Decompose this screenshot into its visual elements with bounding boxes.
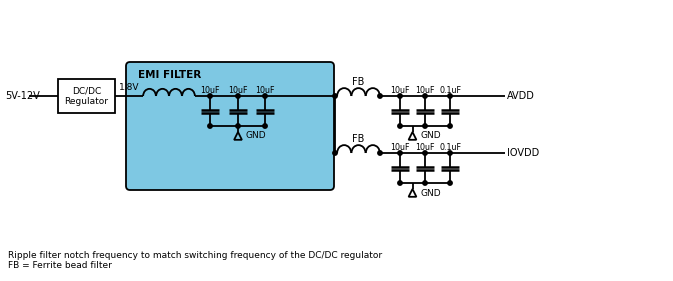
Circle shape bbox=[333, 94, 337, 98]
Text: 10uF: 10uF bbox=[390, 143, 410, 152]
Text: FB: FB bbox=[352, 134, 365, 144]
Circle shape bbox=[448, 181, 452, 185]
Text: GND: GND bbox=[421, 132, 441, 140]
Text: 0.1uF: 0.1uF bbox=[439, 143, 461, 152]
Circle shape bbox=[423, 124, 427, 128]
Text: 0.1uF: 0.1uF bbox=[439, 86, 461, 95]
Text: 10uF: 10uF bbox=[201, 86, 220, 95]
Text: 5V-12V: 5V-12V bbox=[5, 91, 40, 101]
Text: 1.8V: 1.8V bbox=[119, 83, 139, 92]
Text: 10uF: 10uF bbox=[415, 143, 435, 152]
Text: 10uF: 10uF bbox=[228, 86, 248, 95]
Circle shape bbox=[208, 94, 212, 98]
Circle shape bbox=[236, 124, 240, 128]
Circle shape bbox=[398, 151, 402, 155]
Circle shape bbox=[448, 94, 452, 98]
Circle shape bbox=[448, 124, 452, 128]
Text: FB = Ferrite bead filter: FB = Ferrite bead filter bbox=[8, 262, 112, 271]
Text: 10uF: 10uF bbox=[255, 86, 275, 95]
Circle shape bbox=[398, 94, 402, 98]
Circle shape bbox=[398, 181, 402, 185]
Circle shape bbox=[448, 151, 452, 155]
Text: GND: GND bbox=[421, 189, 441, 198]
Circle shape bbox=[208, 124, 212, 128]
Circle shape bbox=[378, 151, 382, 155]
Circle shape bbox=[262, 94, 267, 98]
FancyBboxPatch shape bbox=[58, 79, 115, 113]
Circle shape bbox=[333, 151, 337, 155]
FancyBboxPatch shape bbox=[126, 62, 334, 190]
Text: AVDD: AVDD bbox=[507, 91, 535, 101]
Text: 10uF: 10uF bbox=[415, 86, 435, 95]
Text: EMI FILTER: EMI FILTER bbox=[138, 70, 201, 80]
Circle shape bbox=[262, 124, 267, 128]
Circle shape bbox=[423, 94, 427, 98]
Circle shape bbox=[378, 94, 382, 98]
Circle shape bbox=[398, 124, 402, 128]
Text: IOVDD: IOVDD bbox=[507, 148, 539, 158]
Circle shape bbox=[423, 181, 427, 185]
Circle shape bbox=[236, 94, 240, 98]
Text: Ripple filter notch frequency to match switching frequency of the DC/DC regulato: Ripple filter notch frequency to match s… bbox=[8, 250, 382, 259]
Text: FB: FB bbox=[352, 77, 365, 87]
Text: DC/DC
Regulator: DC/DC Regulator bbox=[65, 86, 108, 106]
Text: 10uF: 10uF bbox=[390, 86, 410, 95]
Text: GND: GND bbox=[246, 132, 267, 140]
Circle shape bbox=[423, 151, 427, 155]
